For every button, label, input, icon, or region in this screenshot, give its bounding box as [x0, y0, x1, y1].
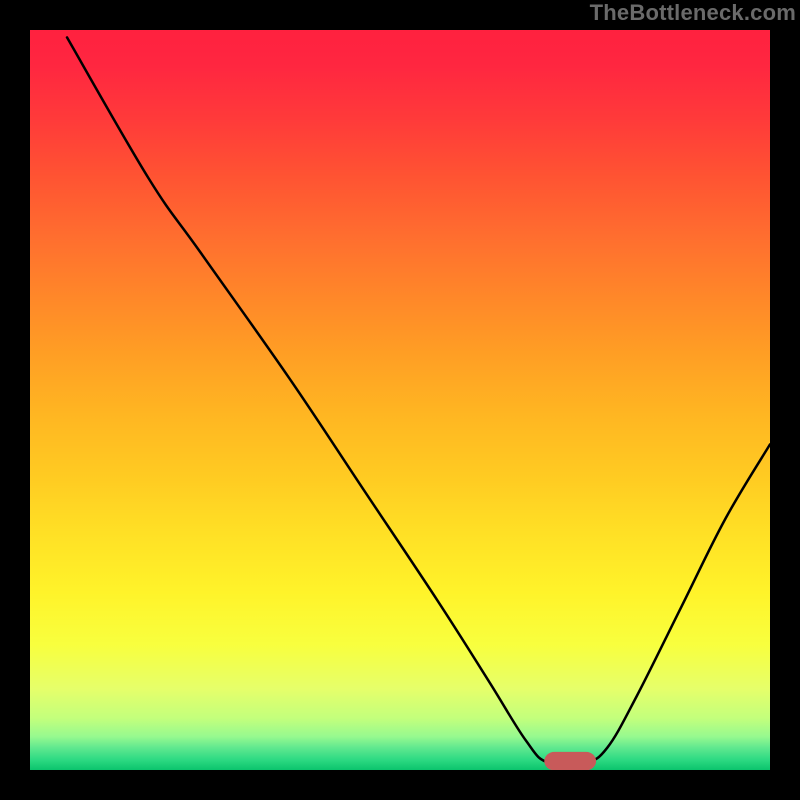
bottleneck-chart: [0, 0, 800, 800]
chart-container: TheBottleneck.com: [0, 0, 800, 800]
plot-background-gradient: [30, 30, 770, 770]
watermark-text: TheBottleneck.com: [590, 0, 796, 26]
optimal-marker: [544, 752, 596, 771]
